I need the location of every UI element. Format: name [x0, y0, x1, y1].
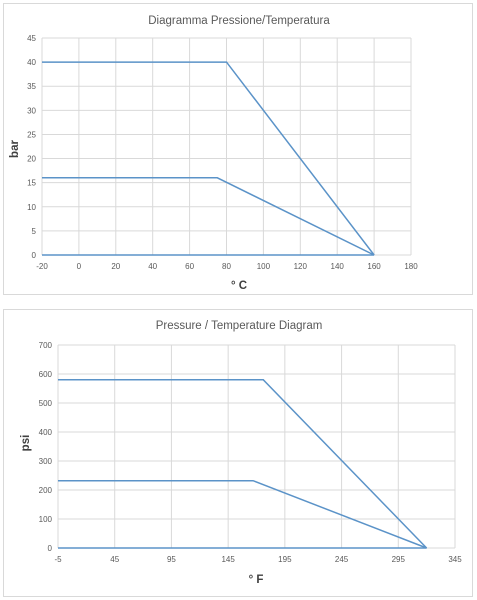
x-axis-title: ° F — [249, 574, 264, 586]
y-tick-label: 100 — [39, 515, 53, 524]
y-tick-label: 200 — [39, 486, 53, 495]
y-tick-label: 25 — [27, 130, 36, 139]
y-tick-label: 5 — [32, 227, 37, 236]
series-line-1 — [58, 379, 428, 549]
x-tick-label: 160 — [367, 262, 381, 271]
y-tick-label: 20 — [27, 155, 36, 164]
chart-title: Diagramma Pressione/Temperatura — [148, 15, 330, 27]
x-tick-label: 0 — [77, 262, 82, 271]
y-tick-label: 15 — [27, 179, 36, 188]
x-tick-label: -20 — [36, 262, 48, 271]
y-tick-label: 700 — [39, 341, 53, 350]
x-tick-label: 180 — [404, 262, 418, 271]
series-line-2 — [58, 479, 427, 549]
y-tick-label: 35 — [27, 82, 36, 91]
x-tick-label: 195 — [278, 555, 292, 564]
chart-title: Pressure / Temperature Diagram — [156, 320, 323, 332]
x-tick-label: -5 — [54, 555, 62, 564]
y-tick-label: 0 — [48, 544, 53, 553]
chart-fahrenheit: 0 100 200 300 400 500 600 700 -5 45 95 145 195 245 295… — [20, 320, 462, 586]
x-tick-label: 40 — [148, 262, 157, 271]
chart-panel-celsius: 0 5 10 15 20 25 30 35 40 45 -20 0 20 40 60 80 100 120 140 1… — [3, 3, 473, 295]
x-tick-label: 100 — [257, 262, 271, 271]
chart-celsius: 0 5 10 15 20 25 30 35 40 45 -20 0 20 40 60 80 100 120 140 1… — [9, 15, 418, 292]
x-tick-label: 20 — [111, 262, 120, 271]
x-tick-label: 345 — [448, 555, 462, 564]
x-tick-label: 80 — [222, 262, 231, 271]
x-tick-label: 120 — [294, 262, 308, 271]
y-tick-label: 30 — [27, 106, 36, 115]
x-tick-label: 140 — [331, 262, 345, 271]
y-tick-label: 10 — [27, 203, 36, 212]
y-tick-label: 40 — [27, 58, 36, 67]
x-axis-title: ° C — [231, 280, 247, 292]
x-tick-label: 145 — [221, 555, 235, 564]
y-axis-title: psi — [20, 435, 32, 452]
y-tick-label: 45 — [27, 34, 36, 43]
x-tick-label: 60 — [185, 262, 194, 271]
series-line-2 — [42, 177, 375, 256]
y-tick-label: 300 — [39, 457, 53, 466]
y-tick-label: 500 — [39, 399, 53, 408]
y-tick-label: 400 — [39, 428, 53, 437]
y-axis-title: bar — [9, 140, 21, 158]
chart-panel-fahrenheit: 0 100 200 300 400 500 600 700 -5 45 95 145 195 245 295… — [3, 309, 473, 597]
y-tick-label: 600 — [39, 370, 53, 379]
x-tick-label: 245 — [335, 555, 349, 564]
series-line-1 — [42, 61, 375, 256]
x-tick-label: 295 — [392, 555, 406, 564]
x-tick-label: 45 — [110, 555, 119, 564]
y-tick-label: 0 — [32, 251, 37, 260]
x-tick-label: 95 — [167, 555, 176, 564]
